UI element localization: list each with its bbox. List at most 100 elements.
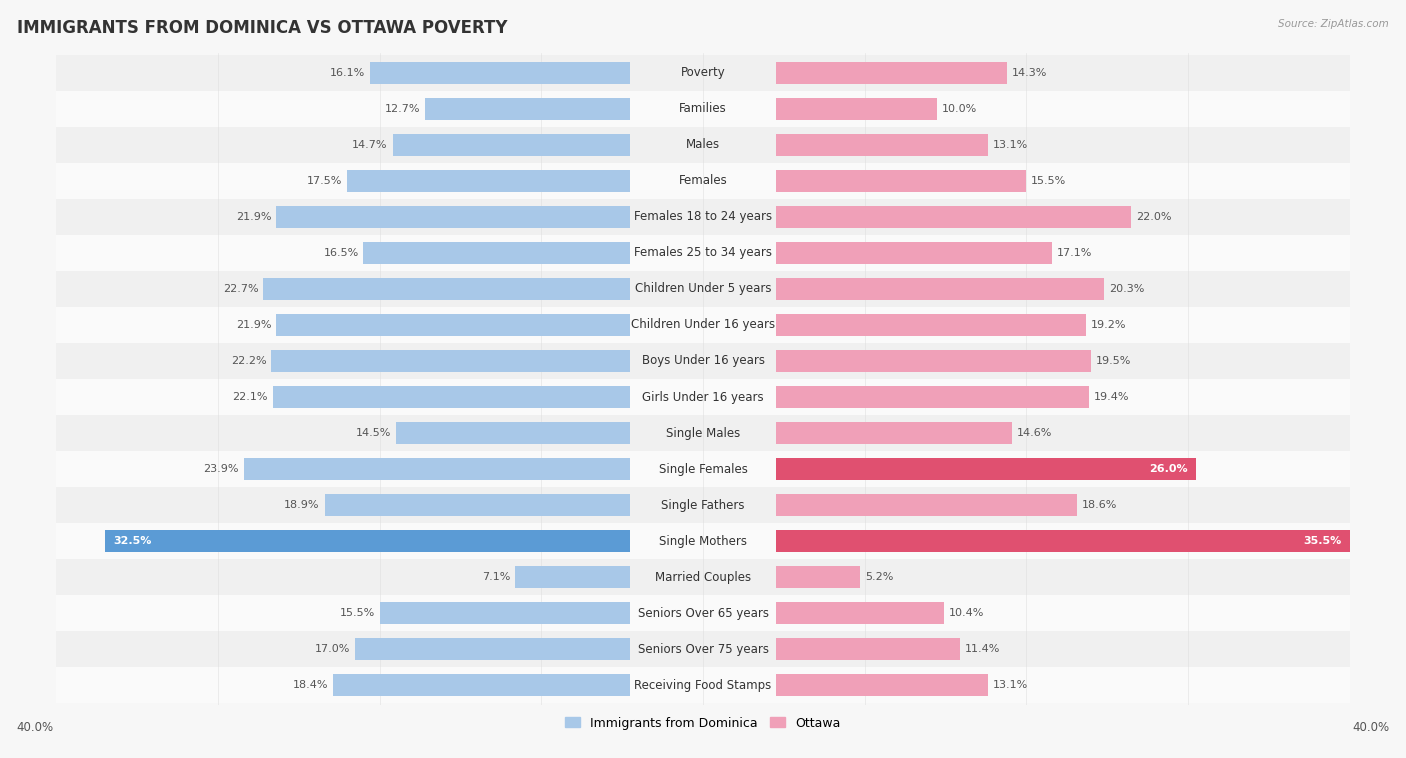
Text: 15.5%: 15.5% xyxy=(339,608,375,618)
Bar xyxy=(56,307,1350,343)
Text: 14.6%: 14.6% xyxy=(1017,428,1052,438)
Text: 20.3%: 20.3% xyxy=(1109,284,1144,294)
Bar xyxy=(776,422,1012,444)
Bar xyxy=(776,530,1350,553)
Text: 22.1%: 22.1% xyxy=(232,392,269,402)
Bar xyxy=(276,205,630,228)
Bar xyxy=(776,61,1007,84)
Bar xyxy=(56,199,1350,235)
Bar xyxy=(56,559,1350,595)
Bar xyxy=(516,566,630,588)
Text: 19.2%: 19.2% xyxy=(1091,320,1126,330)
Text: 17.1%: 17.1% xyxy=(1057,248,1092,258)
Bar xyxy=(776,242,1052,264)
Text: 35.5%: 35.5% xyxy=(1303,536,1341,546)
Bar xyxy=(56,163,1350,199)
Text: 22.7%: 22.7% xyxy=(222,284,259,294)
Text: Males: Males xyxy=(686,139,720,152)
Bar xyxy=(776,566,860,588)
Bar xyxy=(776,170,1026,192)
Bar xyxy=(776,133,987,156)
Text: 21.9%: 21.9% xyxy=(236,320,271,330)
Bar xyxy=(56,343,1350,379)
Text: 40.0%: 40.0% xyxy=(17,721,53,734)
Text: 11.4%: 11.4% xyxy=(965,644,1000,654)
Text: 32.5%: 32.5% xyxy=(112,536,152,546)
Bar xyxy=(776,386,1090,408)
Text: 22.2%: 22.2% xyxy=(231,356,267,366)
Text: IMMIGRANTS FROM DOMINICA VS OTTAWA POVERTY: IMMIGRANTS FROM DOMINICA VS OTTAWA POVER… xyxy=(17,19,508,37)
Text: 26.0%: 26.0% xyxy=(1150,464,1188,474)
Bar xyxy=(392,133,630,156)
Text: Females 25 to 34 years: Females 25 to 34 years xyxy=(634,246,772,259)
Bar xyxy=(104,530,630,553)
Bar xyxy=(325,494,630,516)
Bar xyxy=(776,674,987,697)
Bar xyxy=(776,458,1197,481)
Text: 18.6%: 18.6% xyxy=(1081,500,1116,510)
Bar xyxy=(56,451,1350,487)
Text: 13.1%: 13.1% xyxy=(993,680,1028,690)
Bar xyxy=(356,638,630,660)
Text: Families: Families xyxy=(679,102,727,115)
Bar xyxy=(776,602,943,625)
Bar xyxy=(271,350,630,372)
Text: Seniors Over 65 years: Seniors Over 65 years xyxy=(637,606,769,619)
Text: 19.4%: 19.4% xyxy=(1094,392,1130,402)
Bar xyxy=(776,350,1091,372)
Text: 14.7%: 14.7% xyxy=(353,140,388,150)
Text: 19.5%: 19.5% xyxy=(1095,356,1132,366)
Bar xyxy=(56,631,1350,667)
Text: 16.1%: 16.1% xyxy=(330,68,366,78)
Text: 23.9%: 23.9% xyxy=(204,464,239,474)
Text: Married Couples: Married Couples xyxy=(655,571,751,584)
Bar xyxy=(347,170,630,192)
Text: 10.4%: 10.4% xyxy=(949,608,984,618)
Text: 15.5%: 15.5% xyxy=(1031,176,1067,186)
Text: Seniors Over 75 years: Seniors Over 75 years xyxy=(637,643,769,656)
Text: 40.0%: 40.0% xyxy=(1353,721,1389,734)
Text: Children Under 5 years: Children Under 5 years xyxy=(634,283,772,296)
Text: Girls Under 16 years: Girls Under 16 years xyxy=(643,390,763,403)
Bar xyxy=(425,98,630,120)
Bar xyxy=(363,242,630,264)
Text: 17.0%: 17.0% xyxy=(315,644,350,654)
Bar xyxy=(56,127,1350,163)
Text: Single Fathers: Single Fathers xyxy=(661,499,745,512)
Text: 16.5%: 16.5% xyxy=(323,248,359,258)
Bar xyxy=(776,205,1132,228)
Text: 14.5%: 14.5% xyxy=(356,428,391,438)
Text: 5.2%: 5.2% xyxy=(865,572,893,582)
Bar xyxy=(370,61,630,84)
Text: Females: Females xyxy=(679,174,727,187)
Bar xyxy=(56,55,1350,91)
Bar xyxy=(276,314,630,336)
Bar xyxy=(776,98,938,120)
Text: 10.0%: 10.0% xyxy=(942,104,977,114)
Bar xyxy=(380,602,630,625)
Bar xyxy=(776,277,1104,300)
Bar xyxy=(56,379,1350,415)
Text: Single Mothers: Single Mothers xyxy=(659,534,747,547)
Text: Poverty: Poverty xyxy=(681,67,725,80)
Text: Single Males: Single Males xyxy=(666,427,740,440)
Text: 12.7%: 12.7% xyxy=(385,104,420,114)
Bar xyxy=(56,667,1350,703)
Bar xyxy=(56,487,1350,523)
Text: 18.9%: 18.9% xyxy=(284,500,319,510)
Text: 21.9%: 21.9% xyxy=(236,212,271,222)
Text: 22.0%: 22.0% xyxy=(1136,212,1171,222)
Legend: Immigrants from Dominica, Ottawa: Immigrants from Dominica, Ottawa xyxy=(560,712,846,735)
Text: 17.5%: 17.5% xyxy=(307,176,343,186)
Bar xyxy=(776,314,1087,336)
Text: 13.1%: 13.1% xyxy=(993,140,1028,150)
Text: 14.3%: 14.3% xyxy=(1012,68,1047,78)
Bar xyxy=(776,638,960,660)
Bar xyxy=(56,271,1350,307)
Bar xyxy=(273,386,630,408)
Text: Children Under 16 years: Children Under 16 years xyxy=(631,318,775,331)
Text: Source: ZipAtlas.com: Source: ZipAtlas.com xyxy=(1278,19,1389,29)
Text: Females 18 to 24 years: Females 18 to 24 years xyxy=(634,211,772,224)
Text: 7.1%: 7.1% xyxy=(482,572,510,582)
Text: Boys Under 16 years: Boys Under 16 years xyxy=(641,355,765,368)
